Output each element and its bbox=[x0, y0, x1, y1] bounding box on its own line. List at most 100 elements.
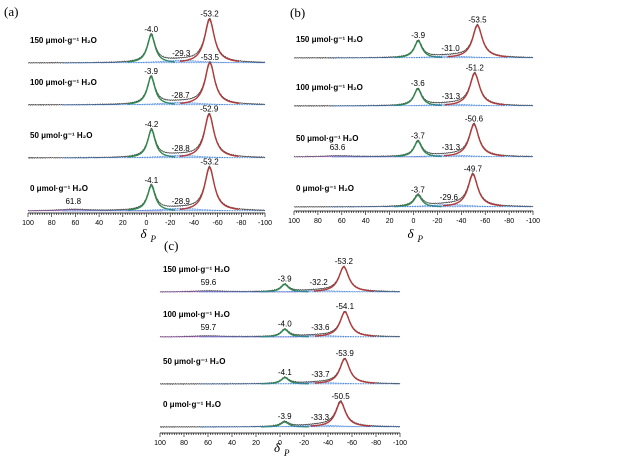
fit-peak bbox=[179, 166, 240, 210]
panel-label: (b) bbox=[290, 5, 305, 20]
peak-label: -53.9 bbox=[336, 349, 355, 358]
x-tick-label: -80 bbox=[371, 440, 381, 447]
peak-label: -4.1 bbox=[144, 176, 158, 185]
x-axis-title-subscript: P bbox=[150, 234, 157, 244]
spectrum-row: -4.0 -29.3 -53.2 150 μmol·g⁻¹ H₂O bbox=[27, 10, 266, 64]
peak-label: -54.1 bbox=[336, 302, 355, 311]
peak-label: -3.9 bbox=[278, 275, 292, 284]
x-tick-label: -80 bbox=[504, 218, 514, 225]
peak-label: -49.7 bbox=[464, 165, 483, 174]
peak-label: -4.0 bbox=[278, 320, 292, 329]
fit-peak bbox=[444, 72, 505, 106]
x-tick-label: 40 bbox=[95, 220, 103, 227]
x-tick-label: 60 bbox=[72, 220, 80, 227]
sample-label: 150 μmol·g⁻¹ H₂O bbox=[30, 36, 97, 45]
spectrum-row: 61.8 -4.1 -28.9 -53.2 0 μmol·g⁻¹ H₂O bbox=[27, 158, 266, 212]
panel-label: (a) bbox=[4, 4, 18, 19]
x-tick-label: 40 bbox=[228, 440, 236, 447]
sample-label: 0 μmol·g⁻¹ H₂O bbox=[30, 184, 88, 193]
x-tick-label: 20 bbox=[119, 220, 127, 227]
fit-peak bbox=[443, 123, 504, 157]
x-tick-label: -100 bbox=[393, 440, 407, 447]
fit-peak-broad bbox=[329, 204, 533, 208]
fit-peak bbox=[314, 311, 375, 337]
sample-label: 100 μmol·g⁻¹ H₂O bbox=[30, 78, 97, 87]
x-tick-label: 80 bbox=[314, 218, 322, 225]
peak-label: -32.2 bbox=[310, 278, 329, 287]
x-axis-title-subscript: P bbox=[283, 448, 290, 458]
peak-label: -31.3 bbox=[442, 92, 461, 101]
sample-label: 50 μmol·g⁻¹ H₂O bbox=[163, 357, 225, 366]
x-tick-label: 100 bbox=[288, 218, 300, 225]
fit-peak bbox=[180, 62, 240, 105]
peak-label: -53.5 bbox=[201, 53, 220, 62]
peak-label: -4.1 bbox=[278, 368, 292, 377]
x-tick-label: -20 bbox=[432, 218, 442, 225]
sample-label: 150 μmol·g⁻¹ H₂O bbox=[163, 265, 230, 274]
panel-a: (a) 100 80 60 40 20 0 -20 -40 -60 -80 -100 δ P -4.0 -29… bbox=[4, 4, 272, 244]
peak-label: -53.2 bbox=[200, 158, 219, 167]
peak-label: -53.5 bbox=[468, 16, 487, 25]
peak-label: -53.2 bbox=[335, 257, 354, 266]
x-axis-title-subscript: P bbox=[417, 234, 424, 244]
x-tick-label: -20 bbox=[299, 440, 309, 447]
x-tick-label: -80 bbox=[236, 220, 246, 227]
spectrum-row: -4.2 -28.8 -52.9 50 μmol·g⁻¹ H₂O bbox=[28, 105, 266, 159]
fit-peak-broad bbox=[199, 424, 400, 428]
fit-peak-broad bbox=[62, 207, 265, 212]
fit-peak bbox=[447, 24, 508, 58]
spectrum-row: 63.6 -3.7 -31.3 -50.6 50 μmol·g⁻¹ H₂O bbox=[293, 115, 534, 158]
x-tick-label: 80 bbox=[48, 220, 56, 227]
panel-label: (c) bbox=[164, 238, 178, 253]
fit-peak bbox=[393, 194, 442, 208]
fit-peak bbox=[260, 283, 309, 293]
peak-label: 61.8 bbox=[65, 197, 81, 206]
x-tick-label: -40 bbox=[323, 440, 333, 447]
x-axis-title: δ bbox=[274, 440, 281, 455]
fit-peak-broad bbox=[200, 335, 400, 338]
fit-peak bbox=[314, 358, 375, 384]
fit-peak bbox=[310, 401, 371, 427]
x-tick-label: 40 bbox=[362, 218, 370, 225]
x-tick-label: -100 bbox=[526, 218, 540, 225]
spectrum-row: -3.9 -31.0 -53.5 150 μmol·g⁻¹ H₂O bbox=[293, 16, 534, 59]
fit-peak-broad bbox=[331, 103, 533, 107]
x-tick-label: 100 bbox=[22, 220, 34, 227]
peak-label: -28.8 bbox=[172, 144, 191, 153]
fit-peak-broad bbox=[198, 290, 400, 293]
fit-peak-broad bbox=[62, 154, 265, 159]
peak-label: -53.2 bbox=[200, 10, 219, 19]
peak-label: -33.7 bbox=[311, 370, 330, 379]
peak-label: -28.9 bbox=[172, 197, 191, 206]
spectrum-row: -3.9 -28.7 -53.5 100 μmol·g⁻¹ H₂O bbox=[27, 53, 266, 106]
peak-label: -33.3 bbox=[311, 413, 330, 422]
x-tick-label: -60 bbox=[480, 218, 490, 225]
x-axis-title: δ bbox=[140, 226, 147, 241]
sample-label: 50 μmol·g⁻¹ H₂O bbox=[30, 131, 92, 140]
x-tick-label: 80 bbox=[180, 440, 188, 447]
x-tick-label: 0 bbox=[412, 218, 416, 225]
peak-label: -52.9 bbox=[200, 105, 219, 114]
fit-peak-broad bbox=[330, 55, 534, 59]
spectrum-row: -3.9 -33.3 -50.5 0 μmol·g⁻¹ H₂O bbox=[159, 392, 401, 429]
peak-label: -3.7 bbox=[411, 185, 425, 194]
sample-label: 0 μmol·g⁻¹ H₂O bbox=[163, 400, 221, 409]
peak-label: 59.7 bbox=[201, 323, 217, 332]
panel-c: (c) 100 80 60 40 20 0 -20 -40 -60 -80 -100 δ P 59.6 -3.… bbox=[154, 238, 407, 458]
spectrum-row: 59.7 -4.0 -33.6 -54.1 100 μmol·g⁻¹ H₂O bbox=[159, 302, 401, 338]
x-tick-label: 20 bbox=[386, 218, 394, 225]
peak-label: -3.7 bbox=[411, 131, 425, 140]
x-tick-label: 60 bbox=[338, 218, 346, 225]
peak-label: -28.7 bbox=[171, 91, 190, 100]
fit-peak-broad bbox=[61, 101, 265, 106]
peak-label: -3.9 bbox=[278, 412, 292, 421]
sample-label: 50 μmol·g⁻¹ H₂O bbox=[296, 134, 358, 143]
fit-peak bbox=[179, 113, 239, 157]
peak-label: 59.6 bbox=[201, 278, 217, 287]
sample-label: 100 μmol·g⁻¹ H₂O bbox=[163, 310, 230, 319]
sample-label: 100 μmol·g⁻¹ H₂O bbox=[296, 83, 363, 92]
fit-peak-broad bbox=[200, 382, 400, 385]
x-tick-label: 100 bbox=[154, 440, 166, 447]
fit-peak bbox=[313, 266, 374, 292]
